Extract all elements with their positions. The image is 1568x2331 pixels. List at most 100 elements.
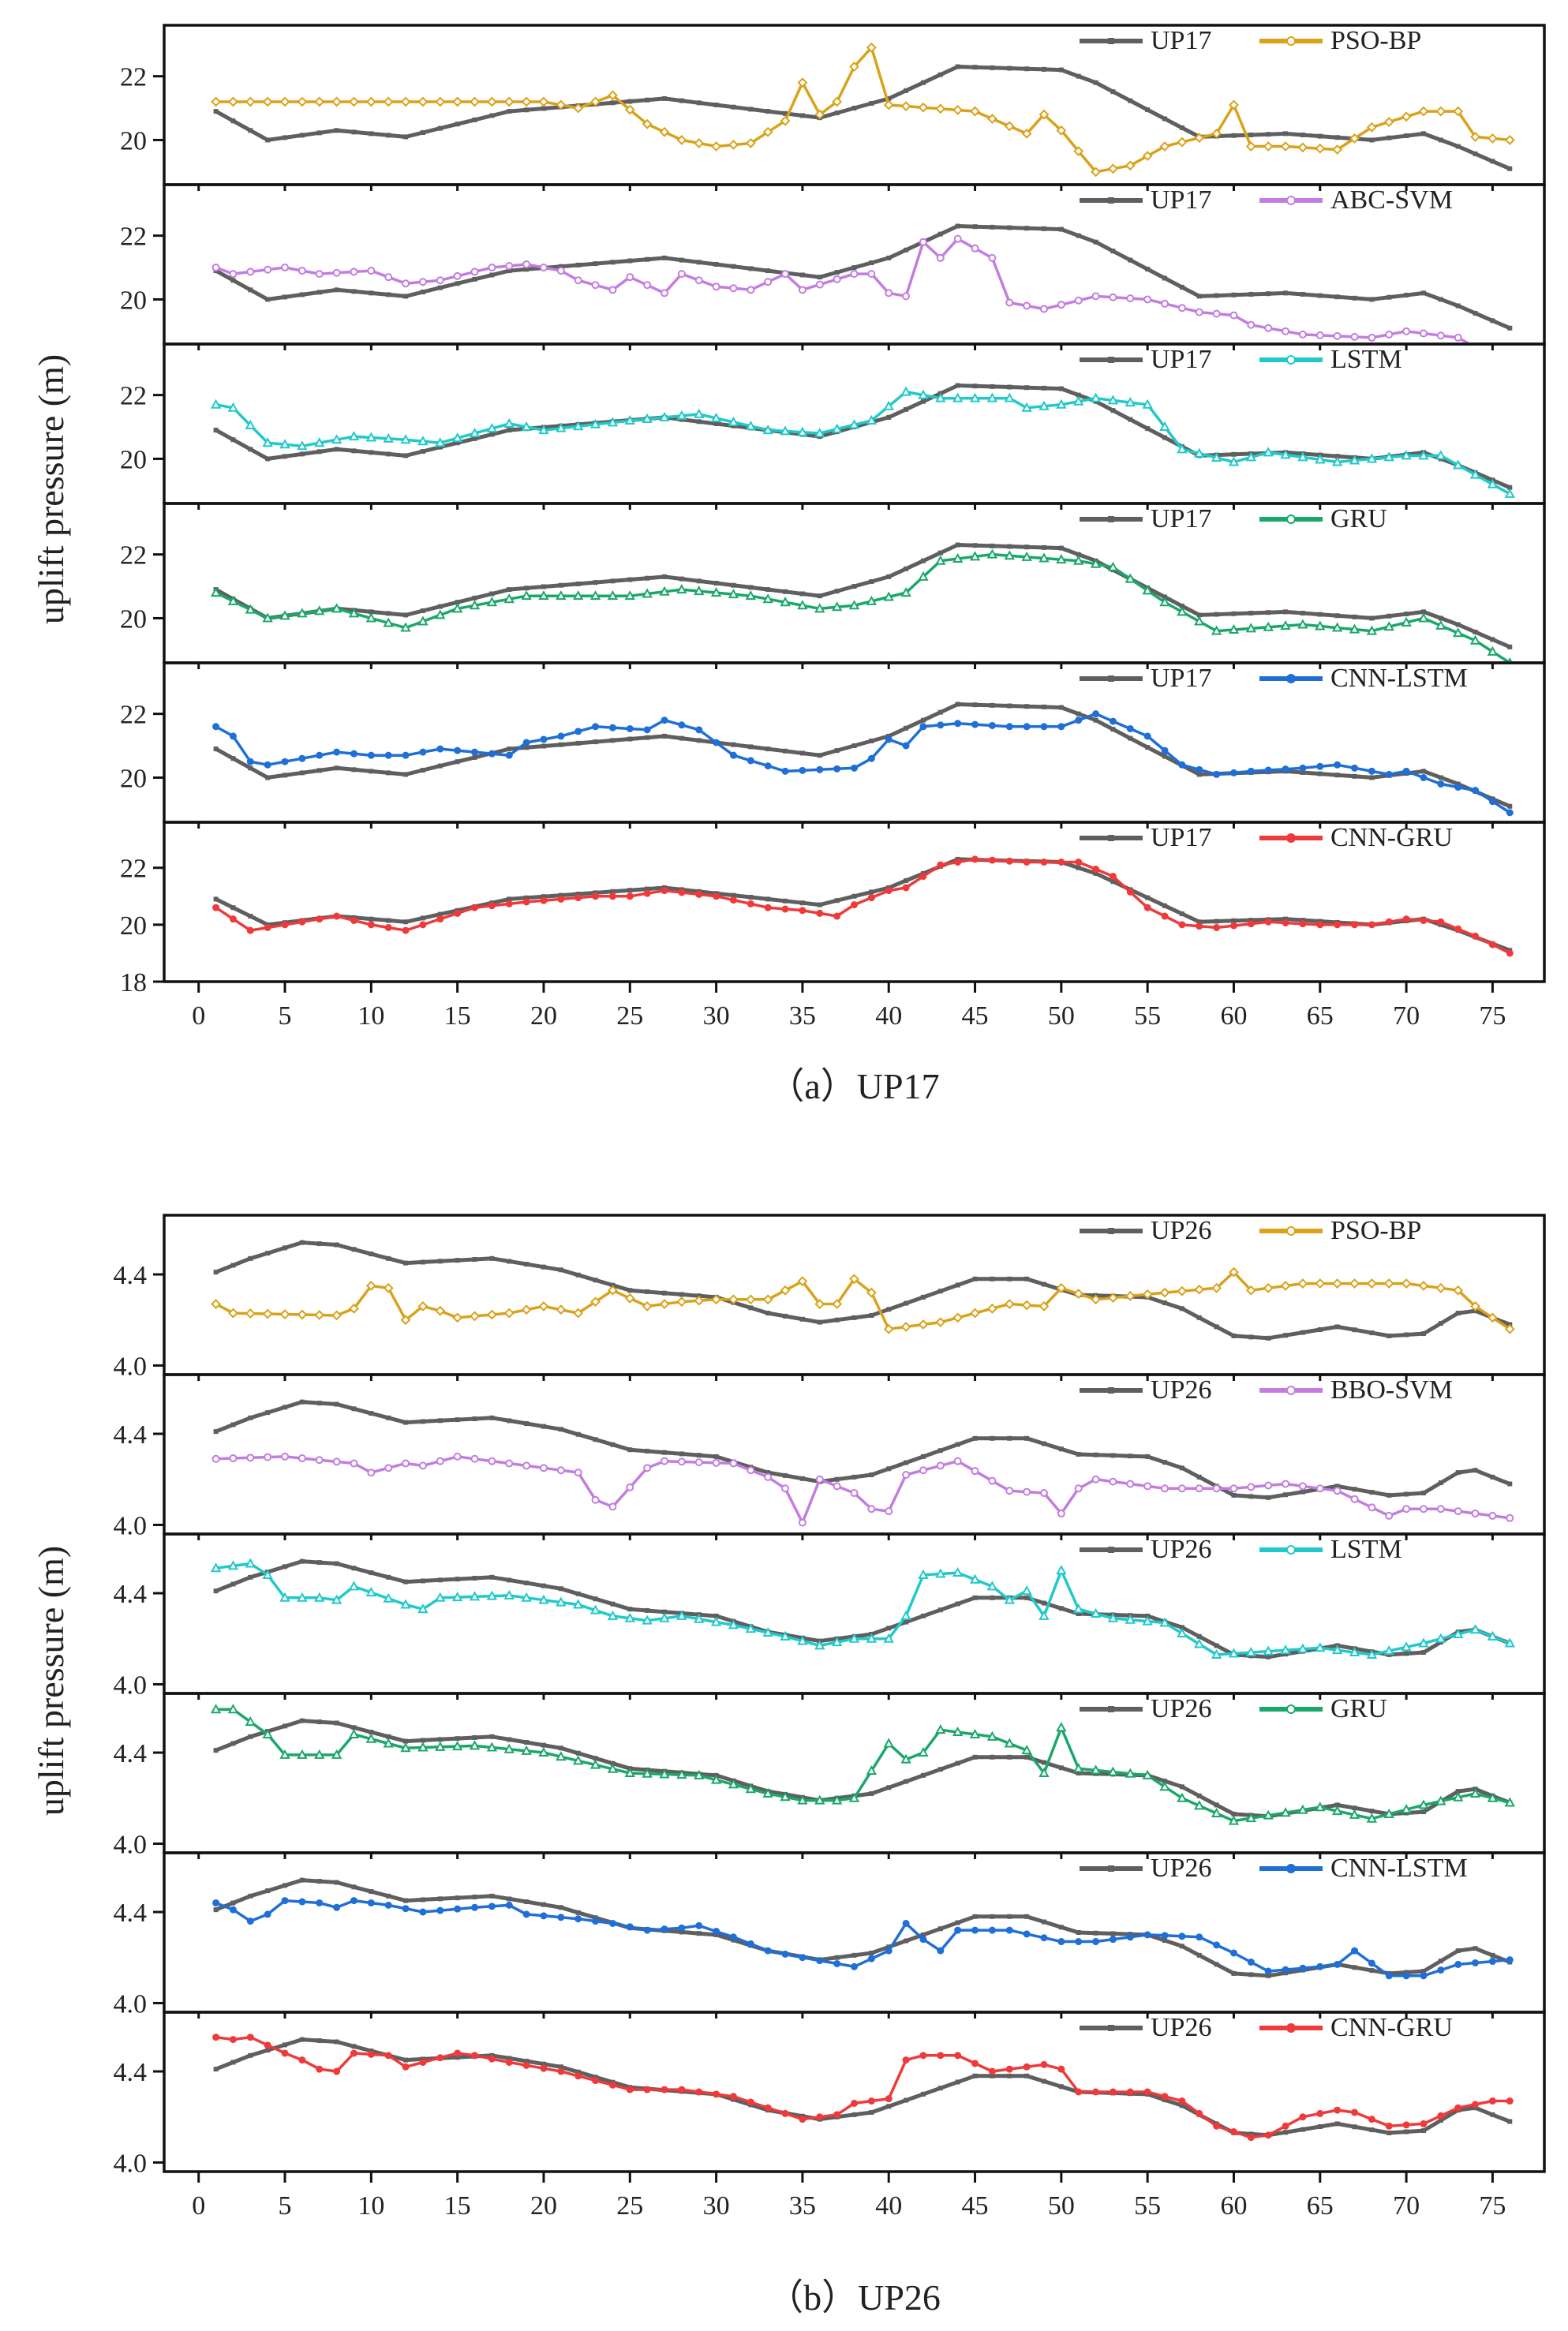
data-point: [765, 1470, 771, 1476]
data-point: [883, 1633, 894, 1643]
data-point: [1435, 1633, 1446, 1643]
data-point: [332, 1457, 341, 1466]
data-point: [834, 1476, 840, 1482]
data-point: [541, 2061, 546, 2067]
data-point: [1041, 1281, 1046, 1287]
series-line: [215, 65, 1511, 171]
data-point: [298, 1898, 306, 1906]
data-point: [262, 1569, 273, 1579]
data-point: [541, 743, 546, 749]
legend-label-reference: UP26: [1151, 2013, 1211, 2042]
data-point: [435, 1305, 446, 1316]
data-point: [245, 96, 256, 107]
data-point: [1315, 1802, 1326, 1812]
data-point: [1402, 1505, 1411, 1513]
data-point: [437, 1896, 443, 1902]
data-point: [1177, 606, 1188, 616]
data-point: [573, 421, 584, 431]
data-point: [1231, 1970, 1237, 1976]
data-point: [1352, 2124, 1357, 2130]
y-axis-label: uplift pressure (m): [31, 1546, 71, 1816]
data-point: [316, 290, 322, 295]
data-point: [676, 1610, 687, 1620]
data-point: [316, 2065, 324, 2073]
data-point: [902, 884, 910, 892]
data-point: [248, 914, 253, 919]
data-point: [608, 286, 617, 294]
data-point: [383, 617, 394, 627]
data-point: [918, 389, 929, 399]
data-point: [489, 1255, 495, 1261]
data-point: [696, 100, 702, 106]
data-point: [1283, 290, 1289, 296]
data-point: [866, 414, 878, 425]
data-point: [920, 398, 926, 404]
data-point: [1369, 1809, 1375, 1814]
data-point: [1351, 921, 1359, 929]
data-point: [1471, 1510, 1480, 1518]
data-point: [1420, 769, 1426, 774]
data-point: [1369, 1968, 1375, 1974]
data-point: [1473, 1946, 1478, 1951]
data-point: [1248, 132, 1254, 137]
data-point: [866, 1633, 878, 1643]
data-point: [1469, 634, 1481, 645]
data-point: [902, 2056, 910, 2064]
data-point: [1280, 1644, 1291, 1655]
data-point: [351, 1406, 357, 1412]
data-point: [402, 1905, 410, 1913]
data-point: [972, 2073, 978, 2078]
data-point: [954, 1926, 962, 1934]
data-point: [1041, 704, 1046, 709]
data-point: [403, 612, 409, 618]
data-point: [643, 1464, 652, 1472]
data-point: [1300, 1330, 1305, 1335]
data-point: [557, 2067, 565, 2075]
data-point: [573, 103, 584, 114]
data-point: [694, 1295, 705, 1306]
data-point: [383, 432, 394, 443]
data-point: [783, 1472, 788, 1478]
data-point: [627, 736, 633, 742]
data-point: [1211, 1282, 1222, 1293]
data-point: [451, 1741, 463, 1751]
data-point: [348, 1581, 360, 1591]
data-point: [1383, 451, 1394, 462]
data-point: [1211, 1807, 1222, 1817]
data-point: [1334, 1324, 1340, 1330]
data-point: [713, 581, 719, 586]
data-point: [1452, 1791, 1464, 1802]
data-point: [454, 2049, 462, 2057]
data-point: [1437, 780, 1445, 788]
y-tick-label: 20: [120, 126, 147, 155]
data-point: [866, 1765, 878, 1775]
legend-label-model: GRU: [1330, 1694, 1387, 1723]
series-up17-pso-bp: [213, 64, 1513, 171]
data-point: [955, 1601, 960, 1607]
data-point: [1487, 1792, 1499, 1802]
data-point: [472, 1894, 477, 1899]
data-point: [971, 244, 979, 253]
x-tick-label: 0: [192, 2191, 205, 2221]
data-point: [645, 886, 650, 892]
data-point: [283, 454, 288, 459]
data-point: [472, 276, 477, 282]
data-point: [1248, 918, 1254, 923]
data-point: [1023, 723, 1031, 731]
data-point: [1387, 1333, 1392, 1338]
legend: UP26 PSO-BP: [1080, 1216, 1421, 1245]
data-point: [1247, 320, 1256, 329]
data-point: [349, 1303, 359, 1314]
data-point: [731, 582, 736, 588]
data-point: [953, 1457, 962, 1465]
data-point: [1282, 765, 1289, 773]
data-point: [455, 1417, 460, 1423]
legend-label-model: PSO-BP: [1330, 26, 1421, 55]
data-point: [1333, 331, 1342, 340]
data-point: [885, 289, 893, 297]
data-point: [799, 1954, 806, 1962]
data-point: [848, 1633, 860, 1643]
data-point: [211, 1454, 220, 1463]
data-point: [1334, 761, 1342, 769]
